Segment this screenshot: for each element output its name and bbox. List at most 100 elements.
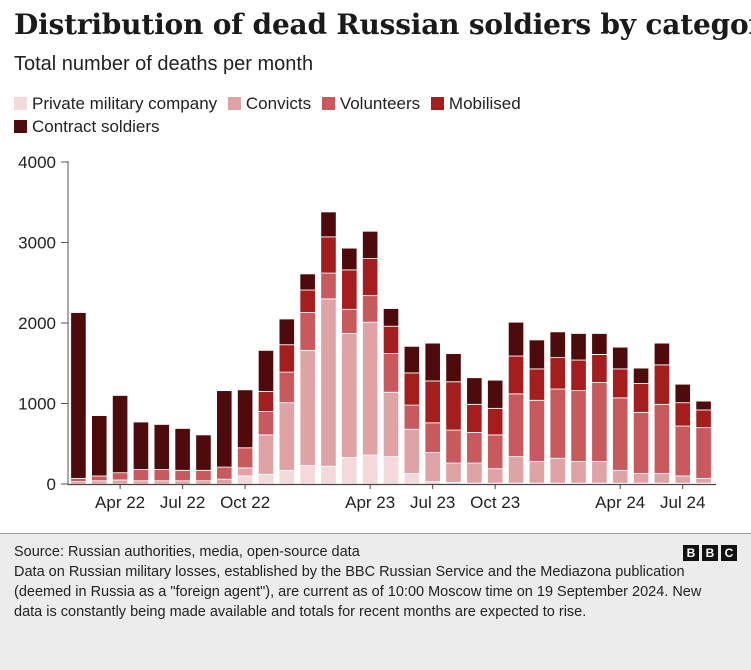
bar-segment-volunteers — [424, 422, 441, 454]
bar-segment-contract-soldiers — [111, 395, 129, 474]
bar-segment-contract-soldiers — [153, 424, 170, 470]
bar-segment-convicts — [695, 477, 712, 484]
logo-letter: B — [702, 545, 718, 561]
bar-segment-contract-soldiers — [341, 247, 358, 271]
bar-segment-mobilised — [257, 391, 275, 412]
bar-segment-mobilised — [612, 368, 629, 399]
bar-segment-volunteers — [528, 399, 545, 462]
bar-segment-volunteers — [237, 447, 254, 469]
bar-segment-private-military-company — [320, 465, 337, 485]
legend-swatch — [227, 97, 241, 110]
bar-segment-mobilised — [570, 359, 587, 392]
legend-label: Mobilised — [448, 94, 521, 113]
bar-segment-mobilised — [424, 380, 441, 424]
bar-segment-convicts — [653, 473, 671, 484]
bar-segment-convicts — [237, 467, 254, 477]
legend-label: Contract soldiers — [32, 117, 160, 136]
y-tick-label: 0 — [47, 475, 56, 494]
bar-segment-convicts — [424, 452, 441, 482]
bar-segment-convicts — [320, 298, 337, 467]
bar-segment-mobilised — [403, 372, 420, 406]
bar-segment-contract-soldiers — [674, 383, 691, 404]
bar-segment-convicts — [382, 391, 400, 458]
chart-title: Distribution of dead Russian soldiers by… — [14, 8, 751, 41]
bar-segment-convicts — [570, 461, 587, 484]
bar-segment-convicts — [257, 434, 275, 475]
bar-segment-volunteers — [320, 272, 337, 300]
bar-segment-private-military-company — [382, 456, 400, 485]
bar-segment-convicts — [445, 462, 462, 483]
bar-segment-volunteers — [70, 477, 87, 482]
legend-swatch — [321, 97, 335, 110]
bar-segment-mobilised — [632, 382, 650, 413]
bar-segment-convicts — [591, 461, 608, 484]
bar-segment-contract-soldiers — [424, 342, 441, 382]
legend-item-contract-soldiers: Contract soldiers — [14, 115, 160, 138]
bar-segment-convicts — [507, 456, 525, 484]
x-tick-label: Apr 24 — [595, 493, 645, 512]
legend: Private military company Convicts Volunt… — [14, 92, 734, 138]
bar-segment-mobilised — [278, 344, 295, 373]
legend-item-private-military-company: Private military company — [14, 92, 217, 115]
bar-segment-convicts — [174, 480, 191, 485]
bar-segment-volunteers — [632, 411, 650, 474]
bar-segment-mobilised — [466, 403, 483, 433]
bar-segment-volunteers — [299, 312, 316, 351]
logo-letter: B — [683, 545, 699, 561]
bar-segment-mobilised — [591, 353, 608, 383]
x-tick-label: Apr 22 — [95, 493, 145, 512]
bar-segment-volunteers — [445, 429, 462, 464]
bar-segment-volunteers — [132, 469, 150, 482]
x-tick-label: Jul 22 — [160, 493, 205, 512]
legend-swatch — [14, 120, 27, 133]
bar-segment-volunteers — [341, 308, 358, 334]
bar-segment-convicts — [278, 402, 295, 471]
bar-segment-volunteers — [653, 403, 671, 474]
bar-segment-contract-soldiers — [632, 367, 650, 384]
bar-segment-mobilised — [320, 236, 337, 274]
bar-segment-contract-soldiers — [216, 390, 233, 468]
bar-segment-contract-soldiers — [549, 331, 566, 359]
bar-segment-mobilised — [653, 364, 671, 405]
bar-segment-convicts — [487, 468, 504, 484]
bar-segment-convicts — [195, 480, 212, 485]
legend-label: Convicts — [245, 94, 312, 113]
bar-segment-volunteers — [695, 427, 712, 479]
bar-segment-contract-soldiers — [528, 339, 545, 370]
bar-segment-private-military-company — [278, 469, 295, 485]
bar-segment-convicts — [466, 462, 483, 484]
bar-segment-mobilised — [695, 409, 712, 429]
source-text: Source: Russian authorities, media, open… — [14, 544, 360, 560]
bar-segment-volunteers — [257, 411, 275, 436]
bar-segment-volunteers — [216, 466, 233, 480]
bar-segment-convicts — [549, 457, 566, 484]
bar-segment-contract-soldiers — [382, 308, 400, 327]
bar-segment-volunteers — [549, 388, 566, 459]
bar-segment-volunteers — [195, 469, 212, 482]
bar-segment-contract-soldiers — [70, 312, 87, 479]
bar-segment-mobilised — [445, 381, 462, 431]
bar-segment-mobilised — [362, 258, 379, 297]
bar-segment-mobilised — [549, 357, 566, 390]
bar-segment-volunteers — [507, 393, 525, 458]
legend-swatch — [14, 97, 27, 110]
bar-segment-contract-soldiers — [91, 415, 108, 477]
bar-segment-contract-soldiers — [174, 428, 191, 471]
y-tick-label: 3000 — [18, 234, 56, 253]
x-tick-label: Oct 22 — [220, 493, 270, 512]
bar-segment-contract-soldiers — [507, 321, 525, 357]
bar-segment-convicts — [132, 480, 150, 485]
bar-segment-convicts — [341, 333, 358, 458]
bar-segment-contract-soldiers — [237, 389, 254, 449]
legend-item-mobilised: Mobilised — [430, 92, 521, 115]
bar-segment-contract-soldiers — [653, 342, 671, 366]
bar-segment-mobilised — [382, 325, 400, 354]
bar-segment-private-military-company — [299, 465, 316, 485]
bar-segment-contract-soldiers — [362, 230, 379, 260]
legend-swatch — [430, 97, 444, 110]
bar-segment-mobilised — [507, 355, 525, 395]
bar-segment-contract-soldiers — [612, 346, 629, 370]
bar-segment-private-military-company — [341, 457, 358, 485]
x-tick-label: Apr 23 — [345, 493, 395, 512]
bar-segment-convicts — [674, 475, 691, 484]
